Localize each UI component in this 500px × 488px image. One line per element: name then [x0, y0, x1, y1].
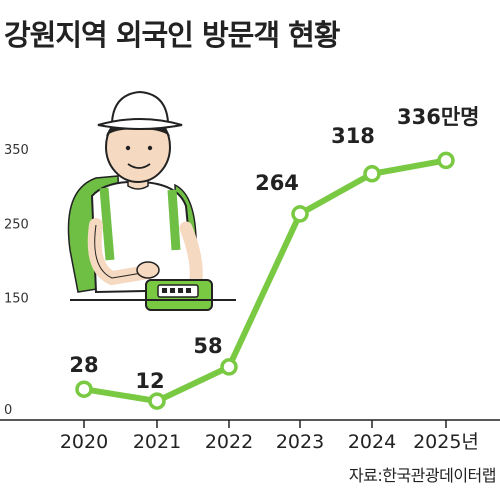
x-tick-label: 2024 [348, 431, 396, 453]
series-line [81, 157, 449, 405]
data-label: 28 [69, 353, 98, 377]
y-tick-label: 250 [4, 217, 29, 232]
data-label: 12 [135, 369, 164, 393]
data-label: 318 [331, 124, 375, 148]
y-tick-label: 0 [4, 403, 12, 418]
y-tick-label: 350 [4, 143, 29, 158]
x-tick-label: 2021 [133, 431, 181, 453]
y-tick-label: 150 [4, 292, 29, 307]
data-point [220, 358, 238, 376]
chart-title: 강원지역 외국인 방문객 현황 [4, 18, 340, 52]
data-label: 336만명 [397, 105, 479, 129]
data-point [291, 205, 309, 223]
data-point [148, 392, 166, 410]
data-point [437, 151, 455, 170]
x-tick-label: 2022 [205, 431, 253, 453]
data-label: 264 [255, 171, 299, 195]
data-point [363, 165, 381, 183]
x-tick-label: 2020 [60, 431, 108, 453]
tourist-illustration [67, 90, 236, 311]
data-point [75, 380, 93, 398]
data-label: 58 [193, 334, 222, 358]
x-tick-label: 2025년 [413, 431, 479, 453]
source-note: 자료:한국관광데이터랩 [348, 466, 497, 485]
x-tick-label: 2023 [276, 431, 324, 453]
